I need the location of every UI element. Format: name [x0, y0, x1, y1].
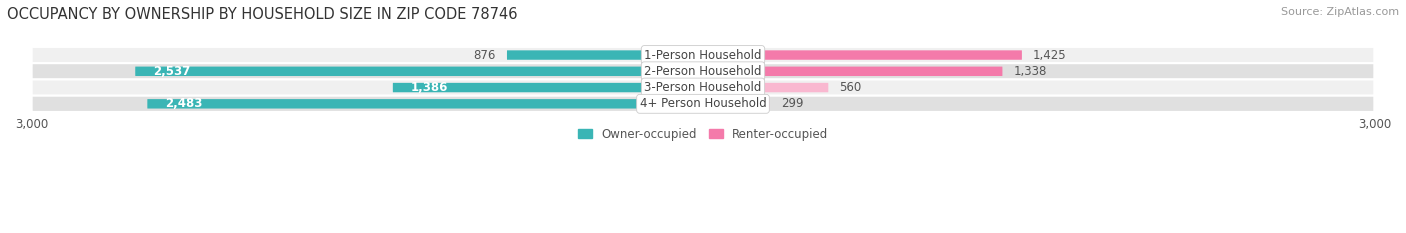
FancyBboxPatch shape — [703, 67, 1002, 76]
FancyBboxPatch shape — [703, 50, 1022, 60]
FancyBboxPatch shape — [31, 79, 1375, 96]
FancyBboxPatch shape — [392, 83, 703, 92]
Text: Source: ZipAtlas.com: Source: ZipAtlas.com — [1281, 7, 1399, 17]
Text: 4+ Person Household: 4+ Person Household — [640, 97, 766, 110]
FancyBboxPatch shape — [703, 99, 770, 109]
Text: 2,483: 2,483 — [166, 97, 202, 110]
Text: OCCUPANCY BY OWNERSHIP BY HOUSEHOLD SIZE IN ZIP CODE 78746: OCCUPANCY BY OWNERSHIP BY HOUSEHOLD SIZE… — [7, 7, 517, 22]
Text: 2,537: 2,537 — [153, 65, 190, 78]
Legend: Owner-occupied, Renter-occupied: Owner-occupied, Renter-occupied — [572, 123, 834, 145]
Text: 1-Person Household: 1-Person Household — [644, 48, 762, 62]
Text: 299: 299 — [782, 97, 804, 110]
Text: 1,338: 1,338 — [1014, 65, 1047, 78]
Text: 876: 876 — [474, 48, 496, 62]
FancyBboxPatch shape — [508, 50, 703, 60]
FancyBboxPatch shape — [31, 63, 1375, 79]
Text: 560: 560 — [839, 81, 862, 94]
FancyBboxPatch shape — [148, 99, 703, 109]
Text: 1,386: 1,386 — [411, 81, 449, 94]
FancyBboxPatch shape — [135, 67, 703, 76]
Text: 1,425: 1,425 — [1033, 48, 1067, 62]
Text: 3-Person Household: 3-Person Household — [644, 81, 762, 94]
FancyBboxPatch shape — [31, 47, 1375, 63]
Text: 2-Person Household: 2-Person Household — [644, 65, 762, 78]
FancyBboxPatch shape — [31, 96, 1375, 112]
FancyBboxPatch shape — [703, 83, 828, 92]
